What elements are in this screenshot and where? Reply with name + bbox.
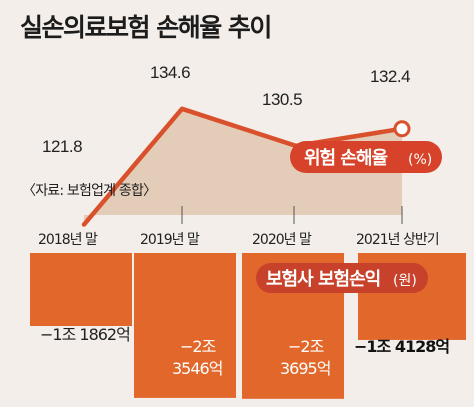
- category-ticks: [181, 206, 403, 224]
- bar-value-label: −2조: [180, 337, 216, 356]
- line-area-layer: [84, 108, 402, 225]
- line-value-label: 134.6: [150, 63, 190, 82]
- category-label: 2018년 말: [38, 232, 98, 248]
- line-area: [84, 108, 402, 225]
- bar-legend-unit: (원): [393, 273, 417, 289]
- category-label: 2020년 말: [252, 232, 312, 248]
- bar-value-label: 3546억: [172, 359, 222, 378]
- bar: [134, 253, 236, 398]
- category-labels: 2018년 말 2019년 말 2020년 말 2021년 상반기: [38, 232, 440, 248]
- line-legend-unit: (%): [408, 152, 432, 168]
- line-value-label: 130.5: [262, 90, 302, 109]
- bar-value-label: −2조: [288, 337, 324, 356]
- line-value-labels: 121.8 134.6 130.5 132.4: [42, 63, 411, 156]
- line-series: [81, 106, 405, 227]
- line-value-label: 132.4: [370, 67, 410, 86]
- line-legend-label: 위험 손해율: [304, 147, 388, 169]
- bar-value-label: −1조 1862억: [40, 325, 130, 344]
- line-point-end: [393, 120, 411, 138]
- line-value-label: 121.8: [42, 137, 82, 156]
- legend-layer: 위험 손해율 (%) 보험사 보험손익 (원): [256, 141, 442, 293]
- bar-legend-label: 보험사 보험손익: [266, 268, 380, 290]
- line-legend-pill: [290, 141, 442, 173]
- bar-legend: 보험사 보험손익 (원): [256, 263, 428, 293]
- line-series-layer: [81, 106, 411, 227]
- bar-legend-pill: [256, 263, 428, 293]
- bar-value-label: −1조 4128억: [354, 337, 449, 356]
- bar-value-label: 3695억: [280, 359, 330, 378]
- chart-title: 실손의료보험 손해율 추이: [20, 13, 272, 42]
- source-note: 〈자료: 보험업계 종합〉: [22, 183, 157, 199]
- line-legend: 위험 손해율 (%): [290, 141, 442, 173]
- category-label: 2021년 상반기: [356, 232, 439, 248]
- bar: [30, 253, 132, 326]
- category-label: 2019년 말: [140, 232, 200, 248]
- bar-value-labels: −1조 1862억 −2조 3546억 −2조 3695억 −1조 4128억: [40, 325, 450, 378]
